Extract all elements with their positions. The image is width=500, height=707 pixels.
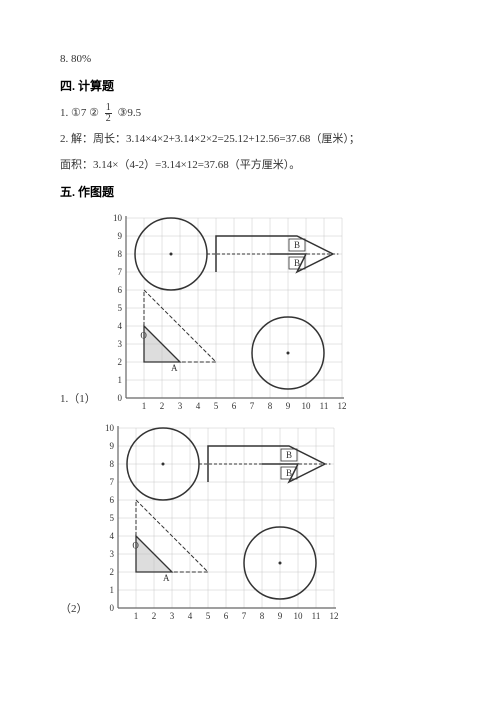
svg-text:3: 3	[117, 339, 122, 349]
frac-den: 2	[105, 114, 112, 124]
svg-text:1: 1	[109, 585, 114, 595]
svg-text:4: 4	[196, 401, 201, 411]
svg-text:10: 10	[105, 424, 115, 433]
q2a-text: 2. 解：周长：3.14×4×2+3.14×2×2=25.12+12.56=37…	[60, 130, 440, 150]
svg-text:7: 7	[109, 477, 114, 487]
svg-text:A: A	[163, 573, 170, 583]
svg-text:6: 6	[117, 285, 122, 295]
svg-text:3: 3	[169, 611, 174, 621]
section4-title: 四. 计算题	[60, 76, 440, 98]
svg-text:2: 2	[151, 611, 156, 621]
svg-text:7: 7	[241, 611, 246, 621]
svg-text:5: 5	[205, 611, 210, 621]
figure1-row: 1.（1） 012345678910123456789101112BBOA	[60, 214, 440, 414]
svg-text:12: 12	[337, 401, 346, 411]
svg-text:2: 2	[117, 357, 122, 367]
svg-text:3: 3	[109, 549, 114, 559]
svg-text:11: 11	[311, 611, 320, 621]
svg-text:4: 4	[187, 611, 192, 621]
svg-text:9: 9	[109, 441, 114, 451]
svg-text:0: 0	[109, 603, 114, 613]
figure1: 012345678910123456789101112BBOA	[104, 214, 346, 414]
svg-text:12: 12	[329, 611, 338, 621]
svg-text:9: 9	[117, 231, 122, 241]
svg-text:10: 10	[113, 214, 123, 223]
q1-prefix: 1. ①7 ②	[60, 107, 99, 119]
svg-text:1: 1	[133, 611, 138, 621]
svg-text:8: 8	[109, 459, 114, 469]
section5-title: 五. 作图题	[60, 182, 440, 204]
svg-text:1: 1	[142, 401, 147, 411]
svg-text:6: 6	[232, 401, 237, 411]
q2b-text: 面积：3.14×（4-2）=3.14×12=37.68（平方厘米）。	[60, 156, 440, 176]
q1-line: 1. ①7 ② 1 2 ③9.5	[60, 103, 440, 124]
svg-text:4: 4	[117, 321, 122, 331]
svg-text:8: 8	[259, 611, 264, 621]
q8-text: 8. 80%	[60, 50, 440, 70]
svg-text:A: A	[171, 363, 178, 373]
figure2: 012345678910123456789101112BBOA	[96, 424, 338, 624]
svg-text:11: 11	[319, 401, 328, 411]
svg-text:6: 6	[109, 495, 114, 505]
svg-text:5: 5	[117, 303, 122, 313]
svg-text:8: 8	[268, 401, 273, 411]
svg-text:9: 9	[286, 401, 291, 411]
fig1-label: 1.（1）	[60, 390, 96, 414]
svg-text:0: 0	[117, 393, 122, 403]
svg-text:B: B	[294, 258, 300, 268]
svg-text:10: 10	[301, 401, 311, 411]
q1-ans3: ③9.5	[117, 107, 141, 119]
svg-text:O: O	[140, 330, 147, 340]
svg-text:7: 7	[117, 267, 122, 277]
svg-text:O: O	[132, 540, 139, 550]
svg-text:5: 5	[214, 401, 219, 411]
svg-text:8: 8	[117, 249, 122, 259]
svg-text:B: B	[285, 450, 291, 460]
figure2-row: （2） 012345678910123456789101112BBOA	[60, 424, 440, 624]
svg-text:10: 10	[293, 611, 303, 621]
fig2-label: （2）	[60, 600, 88, 624]
svg-text:B: B	[294, 240, 300, 250]
svg-text:3: 3	[178, 401, 183, 411]
svg-text:5: 5	[109, 513, 114, 523]
svg-text:B: B	[285, 468, 291, 478]
svg-text:2: 2	[109, 567, 114, 577]
svg-text:9: 9	[277, 611, 282, 621]
svg-text:1: 1	[117, 375, 122, 385]
svg-text:4: 4	[109, 531, 114, 541]
svg-text:6: 6	[223, 611, 228, 621]
svg-text:7: 7	[250, 401, 255, 411]
fraction: 1 2	[105, 103, 112, 124]
svg-text:2: 2	[160, 401, 165, 411]
